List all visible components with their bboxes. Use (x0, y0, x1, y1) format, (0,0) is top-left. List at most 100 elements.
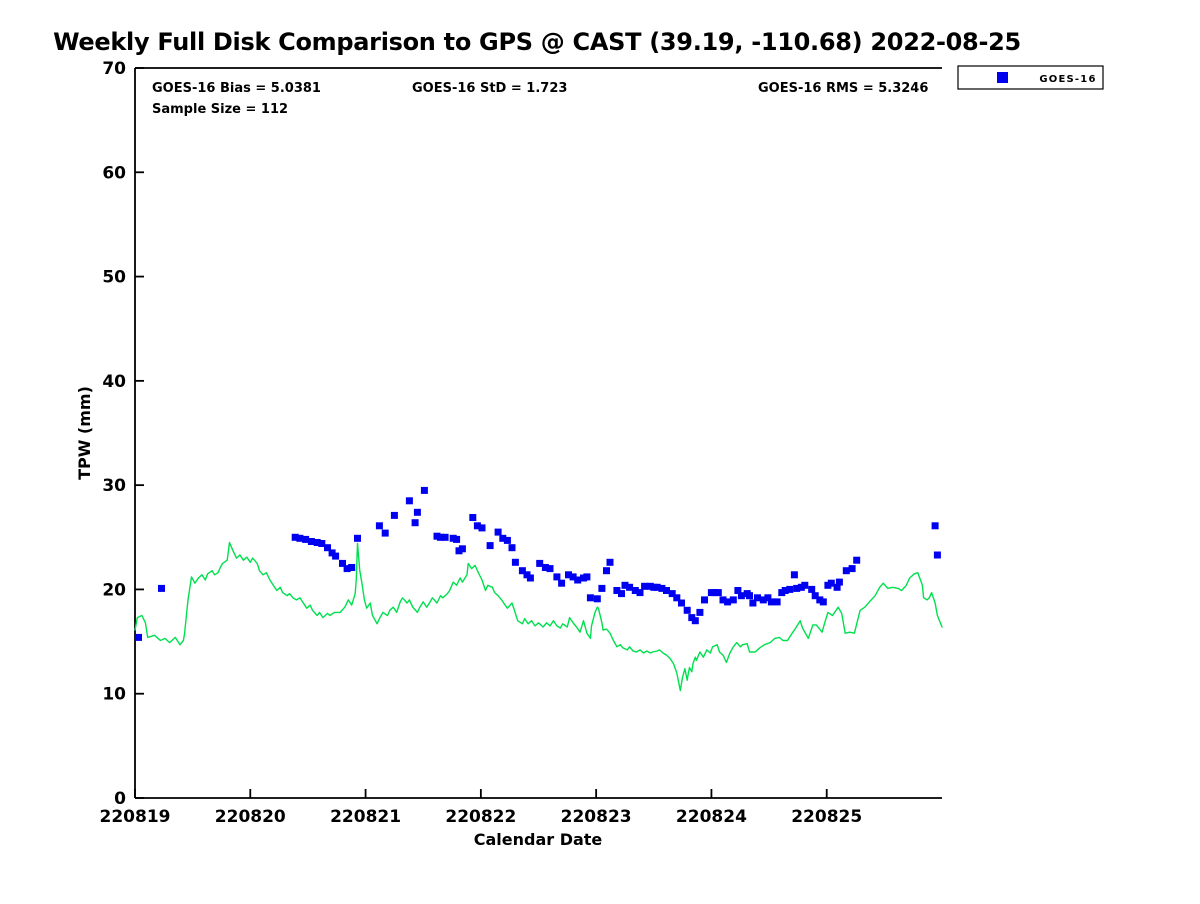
legend: GOES-16 (957, 65, 1104, 90)
goes16-data-point (842, 567, 850, 575)
goes16-data-point (764, 594, 772, 602)
chart-title: Weekly Full Disk Comparison to GPS @ CAS… (53, 28, 1021, 56)
goes16-data-point (853, 556, 861, 564)
goes16-data-point (437, 533, 444, 541)
goes16-data-point (441, 533, 449, 541)
data-series-layer (134, 486, 943, 692)
goes16-data-point (653, 583, 661, 591)
y-axis-ticks: 0 10 20 30 40 50 60 70 (102, 59, 144, 809)
goes16-data-point (332, 552, 340, 560)
goes16-data-point (636, 589, 644, 597)
gps-line-series (134, 541, 943, 692)
goes16-data-point (558, 579, 566, 587)
goes16-data-point (458, 545, 466, 553)
goes16-data-point (390, 511, 398, 519)
goes16-data-point (678, 599, 685, 607)
goes16-data-point (494, 528, 502, 536)
goes16-data-point (719, 596, 727, 604)
goes16-data-point (683, 606, 691, 614)
y-tick-label: 50 (102, 268, 126, 288)
y-tick-label: 30 (102, 476, 126, 496)
goes16-data-point (598, 584, 606, 592)
goes16-data-point (158, 584, 165, 592)
goes16-data-point (749, 599, 757, 607)
goes16-data-point (835, 578, 843, 586)
goes16-data-point (469, 514, 477, 521)
goes16-data-point (313, 539, 321, 546)
goes16-data-point (737, 592, 745, 600)
goes16-data-point (583, 573, 591, 581)
goes16-data-point (348, 564, 356, 571)
x-tick-label: 220819 (100, 807, 171, 827)
x-tick-label: 220825 (791, 807, 862, 827)
goes16-data-point (381, 529, 389, 537)
goes16-data-point (933, 551, 941, 559)
goes16-data-point (781, 587, 789, 594)
goes16-data-point (701, 596, 708, 604)
goes16-data-point (691, 617, 699, 625)
goes16-data-point (754, 594, 761, 602)
goes16-data-point (586, 594, 594, 602)
goes16-data-point (613, 587, 621, 594)
y-tick-label: 0 (114, 789, 126, 809)
goes16-data-point (734, 587, 742, 594)
y-axis-label: TPW (mm) (75, 386, 94, 480)
goes16-data-point (503, 536, 511, 544)
goes16-data-point (307, 538, 315, 545)
goes16-data-point (848, 565, 856, 573)
goes16-data-point (405, 497, 413, 505)
stat-rms: GOES-16 RMS = 5.3246 (758, 81, 928, 96)
goes16-data-point (668, 590, 676, 598)
goes16-data-point (478, 524, 486, 532)
goes16-data-point (724, 598, 732, 606)
goes16-data-point (518, 567, 526, 575)
goes16-legend-marker-icon (997, 72, 1008, 83)
y-tick-label: 70 (102, 59, 126, 79)
goes16-data-point (411, 519, 419, 527)
goes16-data-point (526, 574, 534, 582)
goes16-data-point (318, 540, 326, 547)
goes16-data-point (343, 565, 351, 573)
goes16-data-point (375, 522, 383, 530)
goes16-data-point (696, 608, 704, 616)
goes16-data-point (499, 534, 507, 542)
goes16-data-point (420, 486, 428, 494)
y-tick-label: 40 (102, 372, 126, 392)
goes16-data-point (536, 559, 544, 567)
goes16-data-point (931, 522, 939, 530)
x-axis-ticks: 220819 220820 220821 220822 220823 220824 2208… (100, 789, 862, 827)
goes16-data-point (574, 576, 582, 584)
x-axis-label: Calendar Date (474, 830, 603, 849)
x-tick-label: 220823 (561, 807, 632, 827)
x-tick-label: 220822 (445, 807, 516, 827)
x-tick-label: 220821 (330, 807, 401, 827)
goes16-data-point (811, 592, 819, 600)
goes16-data-point (135, 633, 142, 641)
goes16-data-point (663, 587, 670, 594)
goes16-data-point (767, 598, 775, 606)
legend-entry-goes16: GOES-16 (1039, 74, 1096, 85)
legend-box (957, 65, 1104, 90)
stat-sample-size: Sample Size = 112 (152, 102, 288, 117)
goes16-data-point (621, 581, 629, 589)
goes16-data-point (508, 544, 516, 552)
goes16-data-point (729, 596, 737, 604)
x-tick-label: 220820 (215, 807, 286, 827)
goes16-data-point (546, 565, 554, 573)
y-tick-label: 10 (102, 685, 126, 705)
goes16-data-point (413, 508, 421, 516)
goes16-data-point (291, 533, 299, 541)
goes16-data-point (658, 584, 666, 592)
goes16-data-point (569, 573, 577, 581)
goes16-data-point (641, 582, 649, 590)
y-tick-label: 60 (102, 163, 126, 183)
stat-bias: GOES-16 Bias = 5.0381 (152, 81, 321, 96)
goes16-data-point (746, 592, 753, 600)
goes16-data-point (759, 596, 767, 604)
goes16-data-point (296, 534, 304, 542)
goes16-data-point (827, 579, 835, 587)
goes16-data-point (453, 535, 461, 543)
goes16-data-point (773, 598, 781, 606)
goes16-data-point (324, 544, 331, 552)
